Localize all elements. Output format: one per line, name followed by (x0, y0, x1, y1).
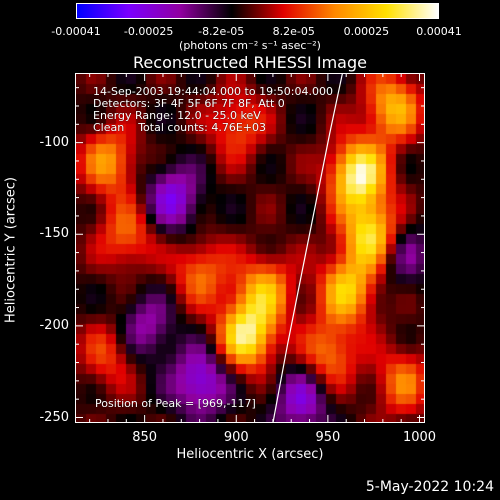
annotation-detectors: Detectors: 3F 4F 5F 6F 7F 8F, Att 0 (93, 97, 285, 110)
annotation-time-range: 14-Sep-2003 19:44:04.000 to 19:50:04.000 (93, 85, 333, 98)
colorbar (76, 3, 439, 19)
y-axis-label: Heliocentric Y (arcsec) (3, 177, 19, 323)
x-tick-label: 900 (223, 430, 249, 445)
chart-title: Reconstructed RHESSI Image (133, 53, 367, 72)
annotation-energy: Energy Range: 12.0 - 25.0 keV (93, 109, 261, 122)
annotation-method: Clean Total counts: 4.76E+03 (93, 121, 267, 134)
x-axis-label: Heliocentric X (arcsec) (176, 447, 324, 462)
colorbar-tick-label: -8.2e-05 (198, 25, 245, 38)
solar-limb-line (272, 73, 344, 423)
y-tick-label: -100 (39, 134, 69, 150)
colorbar-unit: (photons cm⁻² s⁻¹ asec⁻²) (179, 39, 321, 52)
x-tick-label: 850 (132, 430, 158, 445)
annotation-peak: Position of Peak = [969,-117] (95, 397, 256, 410)
x-tick-label: 950 (315, 430, 341, 445)
colorbar-tick-label: -0.00025 (123, 25, 174, 38)
colorbar-tick-label: 8.2e-05 (272, 25, 315, 38)
timestamp: 5-May-2022 10:24 (365, 479, 494, 495)
colorbar-tick-label: -0.00041 (51, 25, 101, 38)
x-tick-label: 1000 (402, 430, 437, 445)
y-tick-label: -250 (39, 409, 69, 425)
plot-area (75, 73, 425, 423)
y-tick-label: -200 (39, 317, 69, 333)
heatmap-image (76, 74, 424, 422)
y-tick-label: -150 (39, 226, 69, 242)
colorbar-tick-label: 0.00041 (416, 25, 462, 38)
colorbar-tick-label: 0.00025 (343, 25, 390, 38)
plot-overlay (75, 73, 425, 423)
